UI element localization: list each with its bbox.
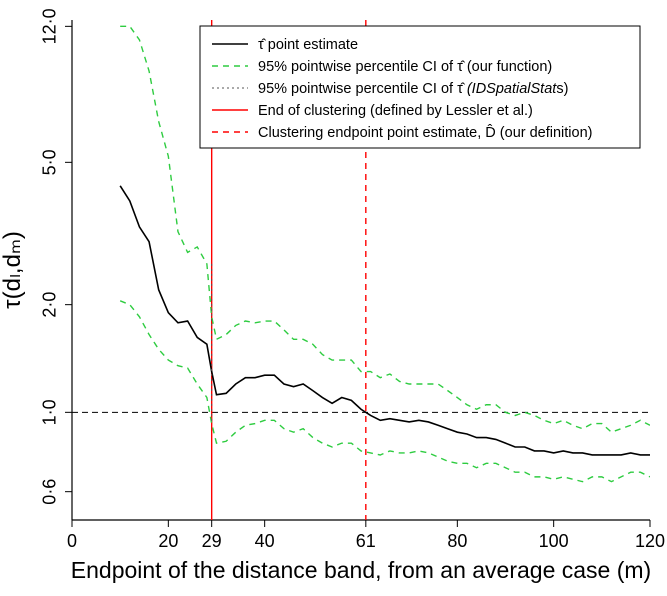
legend-label: End of clustering (defined by Lessler et… [258, 103, 533, 119]
x-tick-label: 100 [539, 531, 569, 551]
legend: τ̂ point estimate 95% pointwise percentil… [200, 26, 640, 148]
legend-label: τ̂ point estimate [258, 37, 358, 53]
y-axis-label: τ(dₗ,dₘ) [0, 231, 26, 309]
x-tick-label: 61 [356, 531, 376, 551]
y-tick-label: 12·0 [40, 8, 60, 44]
x-axis-label: Endpoint of the distance band, from an a… [71, 557, 651, 583]
legend-label: 95% pointwise percentile CI of τ̂ (IDSpa… [258, 81, 568, 97]
x-tick-label: 40 [255, 531, 275, 551]
x-tick-label: 29 [202, 531, 222, 551]
tau-chart: 0 20 29 40 61 80 100 120 0·6 1·0 2·0 5·0 12·0 τ̂ poi… [0, 0, 667, 596]
x-tick-label: 20 [158, 531, 178, 551]
y-tick-label: 0·6 [40, 479, 60, 505]
y-tick-label: 2·0 [40, 292, 60, 318]
x-tick-label: 120 [635, 531, 665, 551]
y-tick-label: 1·0 [40, 399, 60, 425]
series-ci_lower_our [120, 301, 650, 482]
series-tau_hat [120, 186, 650, 455]
x-tick-label: 0 [67, 531, 77, 551]
legend-label: 95% pointwise percentile CI of τ̂ (our f… [258, 59, 552, 75]
y-tick-label: 5·0 [40, 149, 60, 175]
x-tick-label: 80 [447, 531, 467, 551]
legend-label: Clustering endpoint point estimate, D̂ (… [258, 124, 592, 141]
